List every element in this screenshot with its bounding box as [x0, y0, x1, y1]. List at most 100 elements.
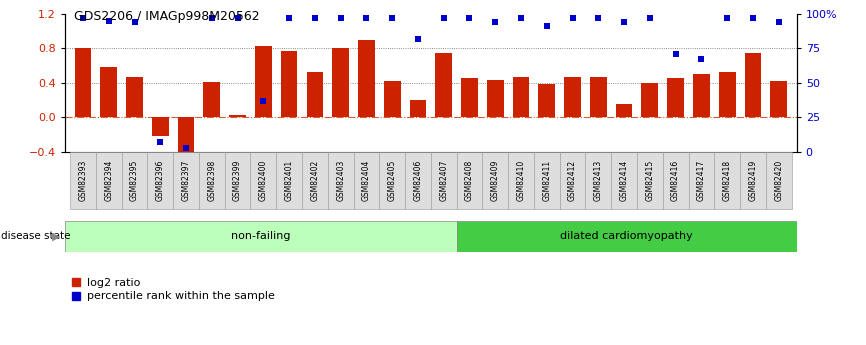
Point: [153, 139, 167, 145]
Bar: [431, 152, 456, 209]
Bar: [740, 152, 766, 209]
Text: GSM82406: GSM82406: [413, 160, 423, 201]
Point: [540, 23, 553, 29]
Text: GSM82397: GSM82397: [182, 160, 191, 201]
Text: GDS2206 / IMAGp998M20562: GDS2206 / IMAGp998M20562: [74, 10, 259, 23]
Text: disease state: disease state: [1, 231, 70, 241]
Point: [230, 15, 244, 21]
Text: GSM82400: GSM82400: [259, 160, 268, 201]
Point: [514, 15, 528, 21]
Bar: [662, 152, 688, 209]
Point: [179, 145, 193, 150]
Text: GSM82408: GSM82408: [465, 160, 474, 201]
Bar: [199, 152, 224, 209]
Text: ▶: ▶: [52, 231, 61, 241]
Point: [308, 15, 322, 21]
Point: [205, 15, 219, 21]
Point: [565, 15, 579, 21]
Text: GSM82405: GSM82405: [388, 160, 397, 201]
Point: [462, 15, 476, 21]
Bar: [637, 152, 662, 209]
Text: GSM82412: GSM82412: [568, 160, 577, 201]
Bar: [585, 152, 611, 209]
Point: [385, 15, 399, 21]
Text: GSM82407: GSM82407: [439, 160, 449, 201]
Bar: [121, 152, 147, 209]
Bar: [771, 81, 787, 117]
Point: [282, 15, 296, 21]
Bar: [229, 115, 246, 117]
Text: GSM82416: GSM82416: [671, 160, 680, 201]
Bar: [719, 71, 735, 117]
Bar: [457, 221, 797, 252]
Text: GSM82413: GSM82413: [594, 160, 603, 201]
Point: [695, 57, 708, 62]
Bar: [745, 52, 761, 117]
Bar: [276, 152, 302, 209]
Bar: [327, 152, 353, 209]
Bar: [307, 71, 323, 117]
Text: GSM82396: GSM82396: [156, 160, 165, 201]
Bar: [100, 67, 117, 117]
Bar: [611, 152, 637, 209]
Bar: [482, 152, 508, 209]
Bar: [559, 152, 585, 209]
Bar: [508, 152, 534, 209]
Point: [76, 15, 90, 21]
Point: [102, 18, 116, 23]
Bar: [74, 48, 91, 117]
Bar: [564, 77, 581, 117]
Text: GSM82401: GSM82401: [285, 160, 294, 201]
Bar: [147, 152, 173, 209]
Bar: [333, 48, 349, 117]
Bar: [667, 79, 684, 117]
Point: [488, 19, 502, 25]
Bar: [688, 152, 714, 209]
Text: GSM82420: GSM82420: [774, 160, 783, 201]
Bar: [616, 104, 632, 117]
Bar: [353, 152, 379, 209]
Bar: [250, 152, 276, 209]
Bar: [766, 152, 792, 209]
Point: [436, 15, 450, 21]
Bar: [714, 152, 740, 209]
Bar: [178, 117, 195, 159]
Bar: [405, 152, 431, 209]
Point: [721, 15, 734, 21]
Point: [411, 36, 425, 41]
Point: [256, 98, 270, 104]
Bar: [126, 77, 143, 117]
Text: GSM82402: GSM82402: [310, 160, 320, 201]
Bar: [410, 100, 426, 117]
Bar: [487, 80, 504, 117]
Bar: [204, 82, 220, 117]
Bar: [379, 152, 405, 209]
Bar: [302, 152, 327, 209]
Point: [127, 19, 141, 25]
Bar: [255, 46, 272, 117]
Bar: [539, 83, 555, 117]
Bar: [65, 221, 457, 252]
Text: GSM82399: GSM82399: [233, 160, 242, 201]
Text: GSM82393: GSM82393: [79, 160, 87, 201]
Text: GSM82398: GSM82398: [207, 160, 216, 201]
Point: [746, 15, 759, 21]
Bar: [70, 152, 96, 209]
Text: GSM82418: GSM82418: [722, 160, 732, 201]
Bar: [693, 74, 710, 117]
Point: [333, 15, 347, 21]
Text: GSM82410: GSM82410: [516, 160, 526, 201]
Bar: [281, 51, 298, 117]
Point: [359, 15, 373, 21]
Text: GSM82417: GSM82417: [697, 160, 706, 201]
Bar: [513, 77, 529, 117]
Point: [772, 19, 785, 25]
Bar: [152, 117, 169, 136]
Bar: [96, 152, 121, 209]
Bar: [173, 152, 199, 209]
Text: GSM82419: GSM82419: [748, 160, 758, 201]
Text: GSM82395: GSM82395: [130, 160, 139, 201]
Text: non-failing: non-failing: [231, 231, 291, 241]
Bar: [384, 81, 401, 117]
Bar: [224, 152, 250, 209]
